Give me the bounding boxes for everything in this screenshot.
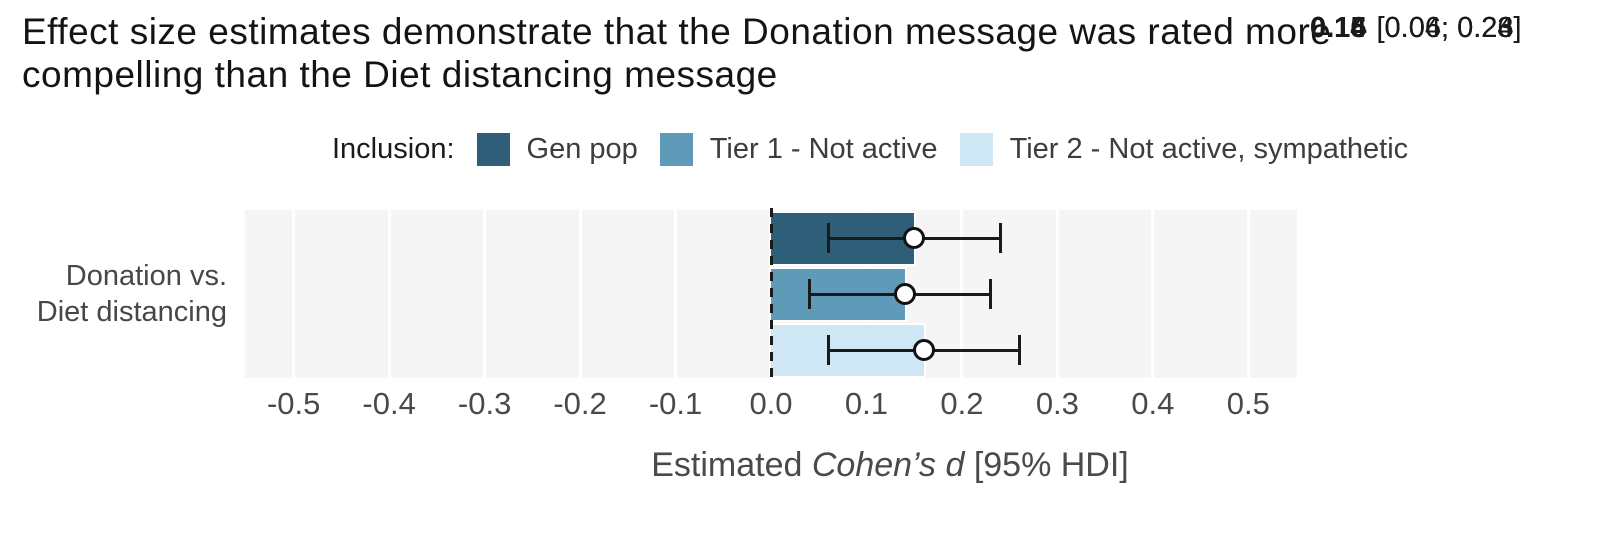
x-tick-label: -0.2: [553, 386, 607, 421]
estimate-interval: [0.06; 0.26]: [1376, 11, 1522, 44]
estimate-interval: [0.04; 0.23]: [1376, 11, 1522, 44]
x-tick-label: 0.5: [1226, 386, 1270, 421]
legend-item-tier2: Tier 2 - Not active, sympathetic: [959, 133, 1409, 166]
gridline: [578, 210, 582, 378]
legend-swatch-gen-pop: [476, 133, 510, 166]
legend-item-gen-pop: Gen pop: [476, 133, 638, 166]
x-tick-label: 0.0: [749, 386, 793, 421]
legend-label: Tier 1 - Not active: [709, 133, 938, 165]
x-tick-label: -0.5: [266, 386, 321, 421]
legend-label: Gen pop: [526, 133, 638, 165]
legend-title: Inclusion:: [332, 133, 455, 165]
chart-title: Effect size estimates demonstrate that t…: [22, 11, 1332, 95]
error-bar-cap: [998, 223, 1002, 253]
gridline: [1055, 210, 1059, 378]
x-tick-label: 0.2: [940, 386, 984, 421]
y-axis-category-label: Donation vs. Diet distancing: [36, 260, 227, 328]
legend-swatch-tier1: [659, 133, 693, 166]
gridline: [292, 210, 296, 378]
gridline: [674, 210, 678, 378]
gridline: [387, 210, 391, 378]
zero-reference-line: [769, 208, 773, 382]
x-tick-label: 0.4: [1131, 386, 1175, 421]
point-estimate-marker: [893, 283, 916, 305]
x-axis-label-part: Estimated: [651, 446, 812, 484]
gridline: [1246, 210, 1250, 378]
gridline: [483, 210, 487, 378]
point-estimate-marker: [912, 339, 935, 361]
x-tick-label: 0.3: [1035, 386, 1079, 421]
legend-swatch-tier2: [959, 133, 993, 166]
error-bar-cap: [826, 335, 830, 365]
x-tick-label: -0.3: [457, 386, 512, 421]
estimate-value: 0.15: [1310, 11, 1367, 44]
point-estimate-marker: [903, 227, 926, 249]
estimate-annotation-row3: 0.16 [0.06; 0.26]: [1310, 0, 1522, 56]
estimate-value: 0.16: [1310, 11, 1367, 44]
error-bar-cap: [807, 279, 811, 309]
estimate-annotation-row1: 0.15 [0.06; 0.24]: [1310, 0, 1522, 56]
x-tick-label: 0.1: [844, 386, 889, 421]
estimate-annotation-row2: 0.14 [0.04; 0.23]: [1310, 0, 1522, 56]
x-tick-label: -0.1: [648, 386, 703, 421]
legend: Inclusion: Gen pop Tier 1 - Not active T…: [332, 133, 1408, 166]
legend-label: Tier 2 - Not active, sympathetic: [1009, 133, 1409, 165]
x-axis-label-part: [95% HDI]: [964, 446, 1129, 484]
estimate-interval: [0.06; 0.24]: [1376, 11, 1522, 44]
x-axis-label: Estimated Cohen’s d [95% HDI]: [651, 446, 1129, 485]
plot-panel: [245, 208, 1297, 382]
error-bar-cap: [989, 279, 993, 309]
error-bar-cap: [826, 223, 830, 253]
x-axis-label-part-italic: Cohen’s d: [811, 446, 965, 484]
error-bar-cap: [1017, 335, 1021, 365]
gridline: [1151, 210, 1155, 378]
x-tick-label: -0.4: [362, 386, 416, 421]
estimate-value: 0.14: [1310, 11, 1367, 44]
legend-item-tier1: Tier 1 - Not active: [659, 133, 938, 166]
